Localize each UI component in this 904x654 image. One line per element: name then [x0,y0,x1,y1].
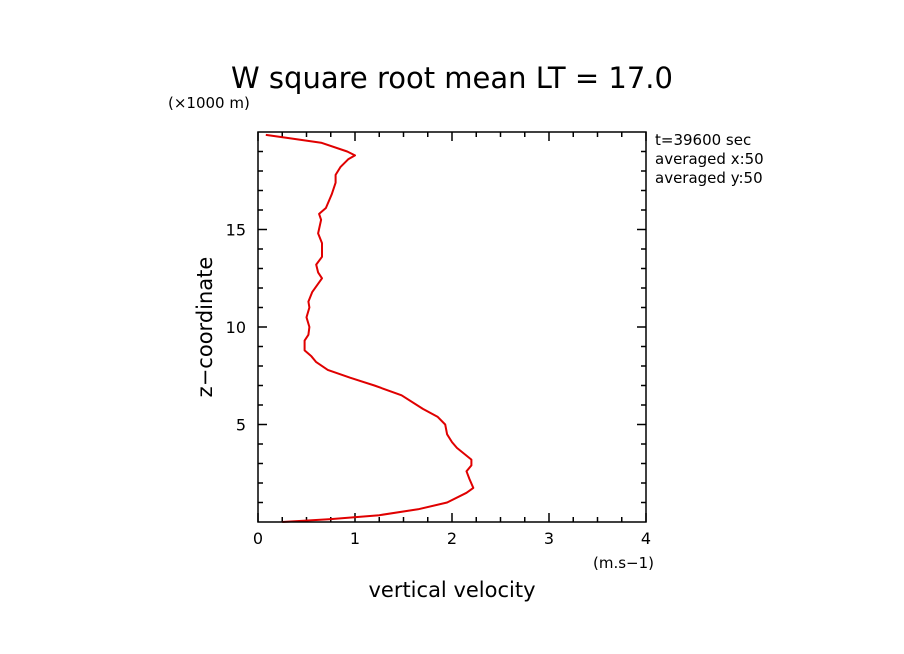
x-tick-label: 2 [447,529,457,548]
plot-frame [257,131,647,523]
y-unit-label: (×1000 m) [168,94,250,112]
y-tick-label: 5 [236,416,246,435]
x-tick-label: 0 [253,529,263,548]
series-line [265,133,475,523]
x-tick-label: 4 [641,529,651,548]
x-tick-label: 3 [544,529,554,548]
info-time: t=39600 sec [655,131,751,149]
plot-area [265,133,475,523]
x-unit-label: (m.s−1) [593,554,654,572]
y-tick-label: 15 [226,221,246,240]
info-avg-x: averaged x:50 [655,150,764,168]
axis-ticks: 0 1 2 3 4 5 10 15 [226,132,651,548]
x-axis-label: vertical velocity [368,578,535,602]
chart-title: W square root mean LT = 17.0 [231,61,673,95]
x-tick-label: 1 [350,529,360,548]
y-axis-label: z−coordinate [193,257,217,398]
info-avg-y: averaged y:50 [655,169,763,187]
y-tick-label: 10 [226,318,246,337]
